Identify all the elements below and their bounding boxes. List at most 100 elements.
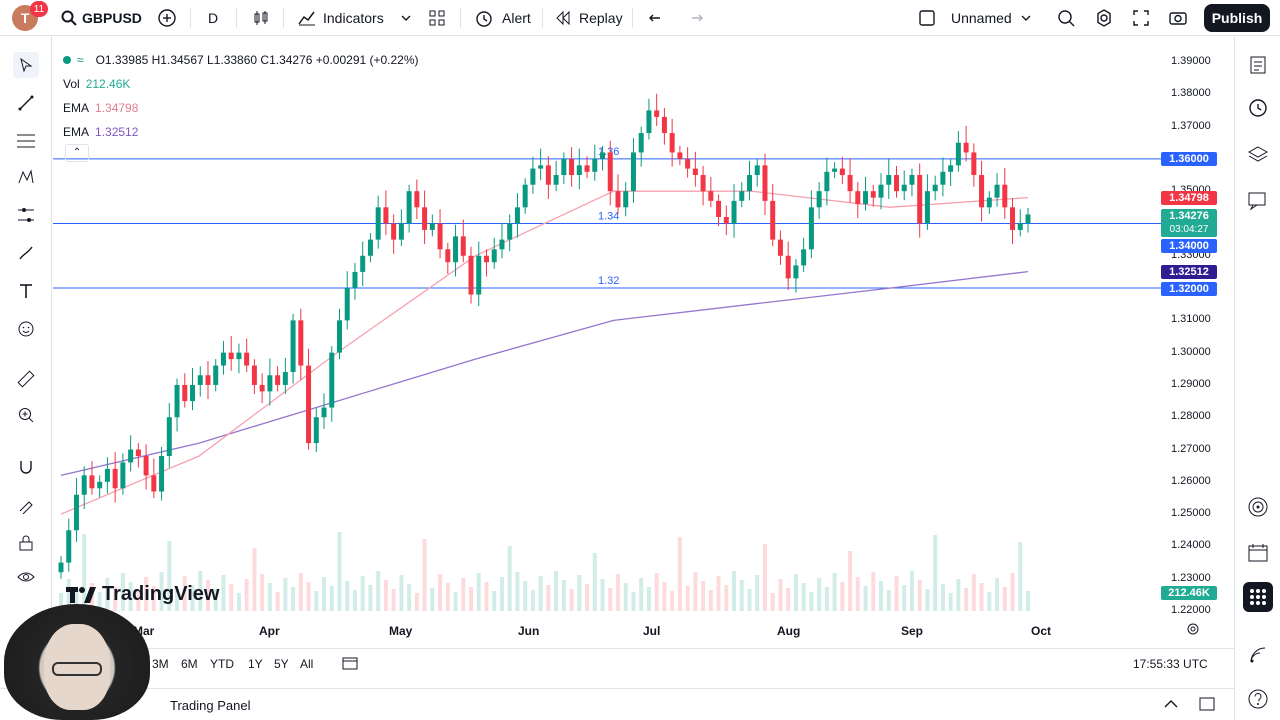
alert-button[interactable]: Alert (474, 0, 531, 36)
settings-button[interactable] (1094, 0, 1114, 36)
candle-body (228, 352, 234, 360)
volume-bar (314, 591, 319, 611)
eye-icon[interactable] (13, 564, 39, 590)
signal-icon[interactable] (1243, 640, 1273, 670)
lock-drawing-icon[interactable] (13, 492, 39, 518)
volume-bar (438, 574, 443, 611)
chevron-up-icon[interactable] (1162, 697, 1180, 714)
candle-body (739, 191, 745, 201)
alerts-clock-icon[interactable] (1243, 92, 1273, 122)
range-3m[interactable]: 3M (152, 657, 169, 671)
emoji-icon[interactable] (13, 316, 39, 342)
volume-bar (507, 546, 512, 611)
chart-canvas[interactable]: 1.361.341.32 (53, 37, 1161, 615)
candle-body (329, 352, 335, 408)
quick-search-button[interactable] (1056, 0, 1076, 36)
range-all[interactable]: All (300, 657, 314, 671)
chart-type-button[interactable] (252, 0, 270, 36)
lock-icon[interactable] (13, 530, 39, 556)
price-chart[interactable]: 1.36 1.34 1.32 (53, 37, 1161, 615)
calendar-icon[interactable] (1243, 538, 1273, 568)
collapse-legend-button[interactable]: ⌃ (65, 144, 89, 162)
cursor-icon[interactable] (13, 52, 39, 78)
undo-button[interactable] (648, 0, 666, 36)
pattern-icon[interactable] (13, 164, 39, 190)
alert-label: Alert (502, 10, 531, 26)
tradingview-logo: TradingView (66, 583, 219, 606)
range-6m[interactable]: 6M (181, 657, 198, 671)
market-open-dot-icon (63, 56, 71, 64)
candle-body (267, 375, 273, 392)
replay-button[interactable]: Replay (554, 0, 623, 36)
fullscreen-button[interactable] (1132, 0, 1150, 36)
volume-bar (469, 587, 474, 611)
date-range-bar: 3M 6M YTD 1Y 5Y All 17:55:33 UTC (53, 648, 1234, 680)
gear-icon (1187, 623, 1199, 635)
brush-icon[interactable] (13, 240, 39, 266)
price-axis[interactable]: 1.390001.380001.370001.360001.350001.340… (1161, 37, 1233, 616)
replay-label: Replay (579, 10, 623, 26)
snapshot-button[interactable] (1168, 0, 1188, 36)
prediction-icon[interactable] (13, 202, 39, 228)
interval-button[interactable]: D (208, 0, 218, 36)
candle-body (669, 133, 675, 153)
go-to-date-button[interactable] (341, 655, 359, 674)
indicators-button[interactable]: Indicators (297, 0, 384, 36)
chevron-down-icon[interactable] (400, 0, 412, 36)
compare-symbol-button[interactable] (157, 0, 177, 36)
symbol-search-button[interactable]: GBPUSD (60, 0, 142, 36)
camera-icon (1169, 12, 1187, 25)
layout-checkbox[interactable] (918, 0, 936, 36)
layout-name-button[interactable]: Unnamed (951, 0, 1012, 36)
zoom-in-icon[interactable] (13, 402, 39, 428)
chevron-up-icon: ⌃ (72, 147, 82, 158)
last-price: 1.34276 (1169, 210, 1209, 222)
range-5y[interactable]: 5Y (274, 657, 289, 671)
ema-fast-row: EMA 1.34798 (63, 96, 419, 120)
candle-body (677, 152, 683, 159)
layers-icon[interactable] (1243, 140, 1273, 170)
templates-button[interactable] (428, 0, 446, 36)
candle-body (731, 200, 737, 224)
candle-body (646, 110, 652, 134)
layout-name: Unnamed (951, 10, 1012, 26)
magnet-icon[interactable] (13, 454, 39, 480)
maximize-panel-icon[interactable] (1198, 696, 1216, 715)
watchlist-icon[interactable] (1243, 50, 1273, 80)
clock-timezone[interactable]: 17:55:33 UTC (1133, 657, 1208, 671)
fib-retracement-icon[interactable] (13, 128, 39, 154)
volume-bar (159, 572, 164, 611)
candle-body (893, 175, 899, 192)
redo-button[interactable] (686, 0, 704, 36)
apps-grid-icon[interactable] (1243, 582, 1273, 612)
axis-settings-button[interactable] (1186, 622, 1200, 641)
candle-body (97, 481, 103, 489)
text-icon[interactable] (13, 278, 39, 304)
volume-bar (786, 588, 791, 611)
wave-icon: ≈ (77, 53, 84, 67)
ruler-icon[interactable] (13, 366, 39, 392)
candle-body (661, 116, 667, 134)
volume-bar (732, 571, 737, 611)
volume-bar (879, 581, 884, 611)
volume-bar (685, 586, 690, 611)
trend-line-icon[interactable] (13, 90, 39, 116)
ema-fast-value: 1.34798 (95, 101, 139, 115)
target-icon[interactable] (1243, 492, 1273, 522)
publish-button[interactable]: Publish (1204, 4, 1270, 32)
time-axis[interactable]: Mar Apr May Jun Jul Aug Sep Oct (53, 618, 1161, 642)
volume-bar (902, 585, 907, 611)
volume-bar (113, 587, 118, 611)
candle-body (553, 175, 559, 185)
volume-bar (886, 590, 891, 611)
help-icon[interactable] (1243, 684, 1273, 714)
ema-slow-value: 1.32512 (95, 125, 139, 139)
trading-panel-tab[interactable]: Trading Panel (170, 698, 251, 713)
right-widget-bar (1234, 36, 1280, 720)
range-ytd[interactable]: YTD (210, 657, 234, 671)
volume-bar (608, 588, 613, 611)
chat-icon[interactable] (1243, 186, 1273, 216)
volume-bar (971, 574, 976, 611)
range-1y[interactable]: 1Y (248, 657, 263, 671)
chevron-down-icon[interactable] (1020, 0, 1032, 36)
